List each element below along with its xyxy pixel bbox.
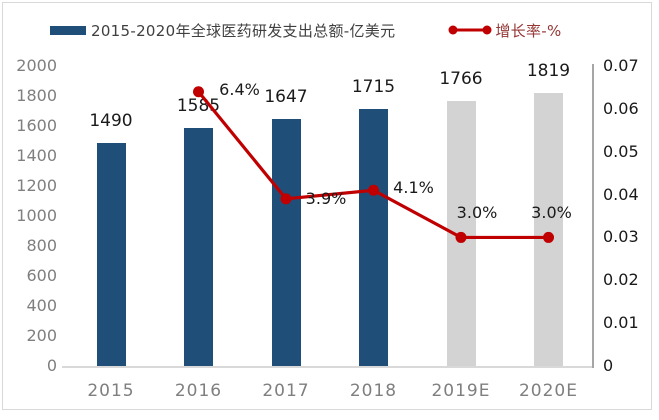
left-axis-tick-label: 400 [26,296,57,315]
right-axis-tick-label: 0.04 [603,184,639,204]
x-axis-line [62,366,593,368]
legend: 2015-2020年全球医药研发支出总额-亿美元 增长率-% [50,20,562,40]
line-value-label-2017: 3.9% [305,188,347,208]
bar-2016 [184,128,213,366]
bar-2020E [534,93,563,366]
right-axis-line [592,64,594,368]
bar-2019E [446,101,476,366]
right-axis-tick-label: 0.02 [603,270,639,290]
bar-series-swatch-icon [50,25,86,35]
x-axis-label-2020E: 2020E [518,381,578,401]
left-axis-tick-label: 0 [46,356,57,375]
right-axis-tick-label: 0.01 [603,313,639,333]
left-axis-tick-label: 1400 [16,146,57,165]
bar-value-label-2018: 1715 [351,76,396,97]
line-series-swatch-icon [448,25,492,35]
bar-value-label-2019E: 1766 [439,69,483,90]
left-axis-tick-label: 1200 [16,176,57,195]
left-axis-tick-label: 1800 [16,86,57,105]
bar-series-label: 2015-2020年全球医药研发支出总额-亿美元 [91,21,396,40]
right-axis-tick-label: 0.03 [603,227,639,247]
left-axis-tick-label: 600 [26,266,57,285]
bar-value-label-2020E: 1819 [526,61,571,82]
bar-2017 [271,118,301,366]
left-axis-tick-label: 1000 [16,206,57,225]
left-axis-tick-label: 800 [26,236,57,255]
x-axis-label-2017: 2017 [262,381,310,401]
left-axis-tick-label: 2000 [16,56,57,75]
x-axis-label-2019E: 2019E [431,381,491,401]
right-axis-tick-label: 0 [603,356,614,375]
bar-2015 [96,142,126,366]
left-axis-tick-label: 200 [26,326,57,345]
bar-2018 [359,108,388,366]
line-series-label: 增长率-% [495,21,562,40]
line-value-label-2019E: 3.0% [456,203,498,223]
bar-value-label-2016: 1585 [176,96,221,117]
x-axis-label-2015: 2015 [87,381,135,401]
line-value-label-2016: 6.4% [219,79,260,99]
line-value-label-2020E: 3.0% [531,203,572,223]
left-axis-tick-label: 1600 [16,116,57,135]
right-axis-tick-label: 0.05 [603,141,639,161]
x-axis-label-2016: 2016 [174,381,223,401]
line-value-label-2018: 4.1% [393,178,434,198]
bar-value-label-2015: 1490 [89,110,133,131]
x-axis-label-2018: 2018 [349,381,398,401]
right-axis-tick-label: 0.06 [603,98,639,118]
right-axis-tick-label: 0.07 [603,56,639,75]
